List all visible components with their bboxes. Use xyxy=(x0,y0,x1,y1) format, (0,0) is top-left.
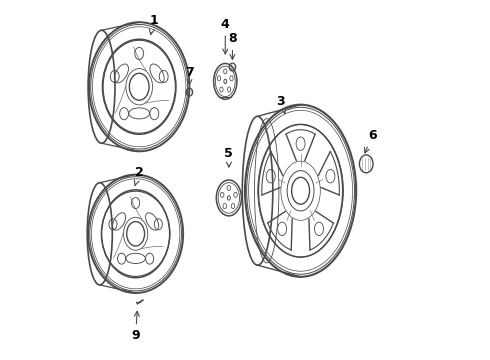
Text: 4: 4 xyxy=(221,18,230,54)
Text: 6: 6 xyxy=(365,129,377,153)
Text: 9: 9 xyxy=(131,311,140,342)
Text: 8: 8 xyxy=(228,32,237,59)
Text: 5: 5 xyxy=(224,147,233,167)
Text: 7: 7 xyxy=(185,66,194,85)
Text: 1: 1 xyxy=(149,14,158,35)
Text: 3: 3 xyxy=(276,95,286,113)
Text: 2: 2 xyxy=(134,166,144,185)
